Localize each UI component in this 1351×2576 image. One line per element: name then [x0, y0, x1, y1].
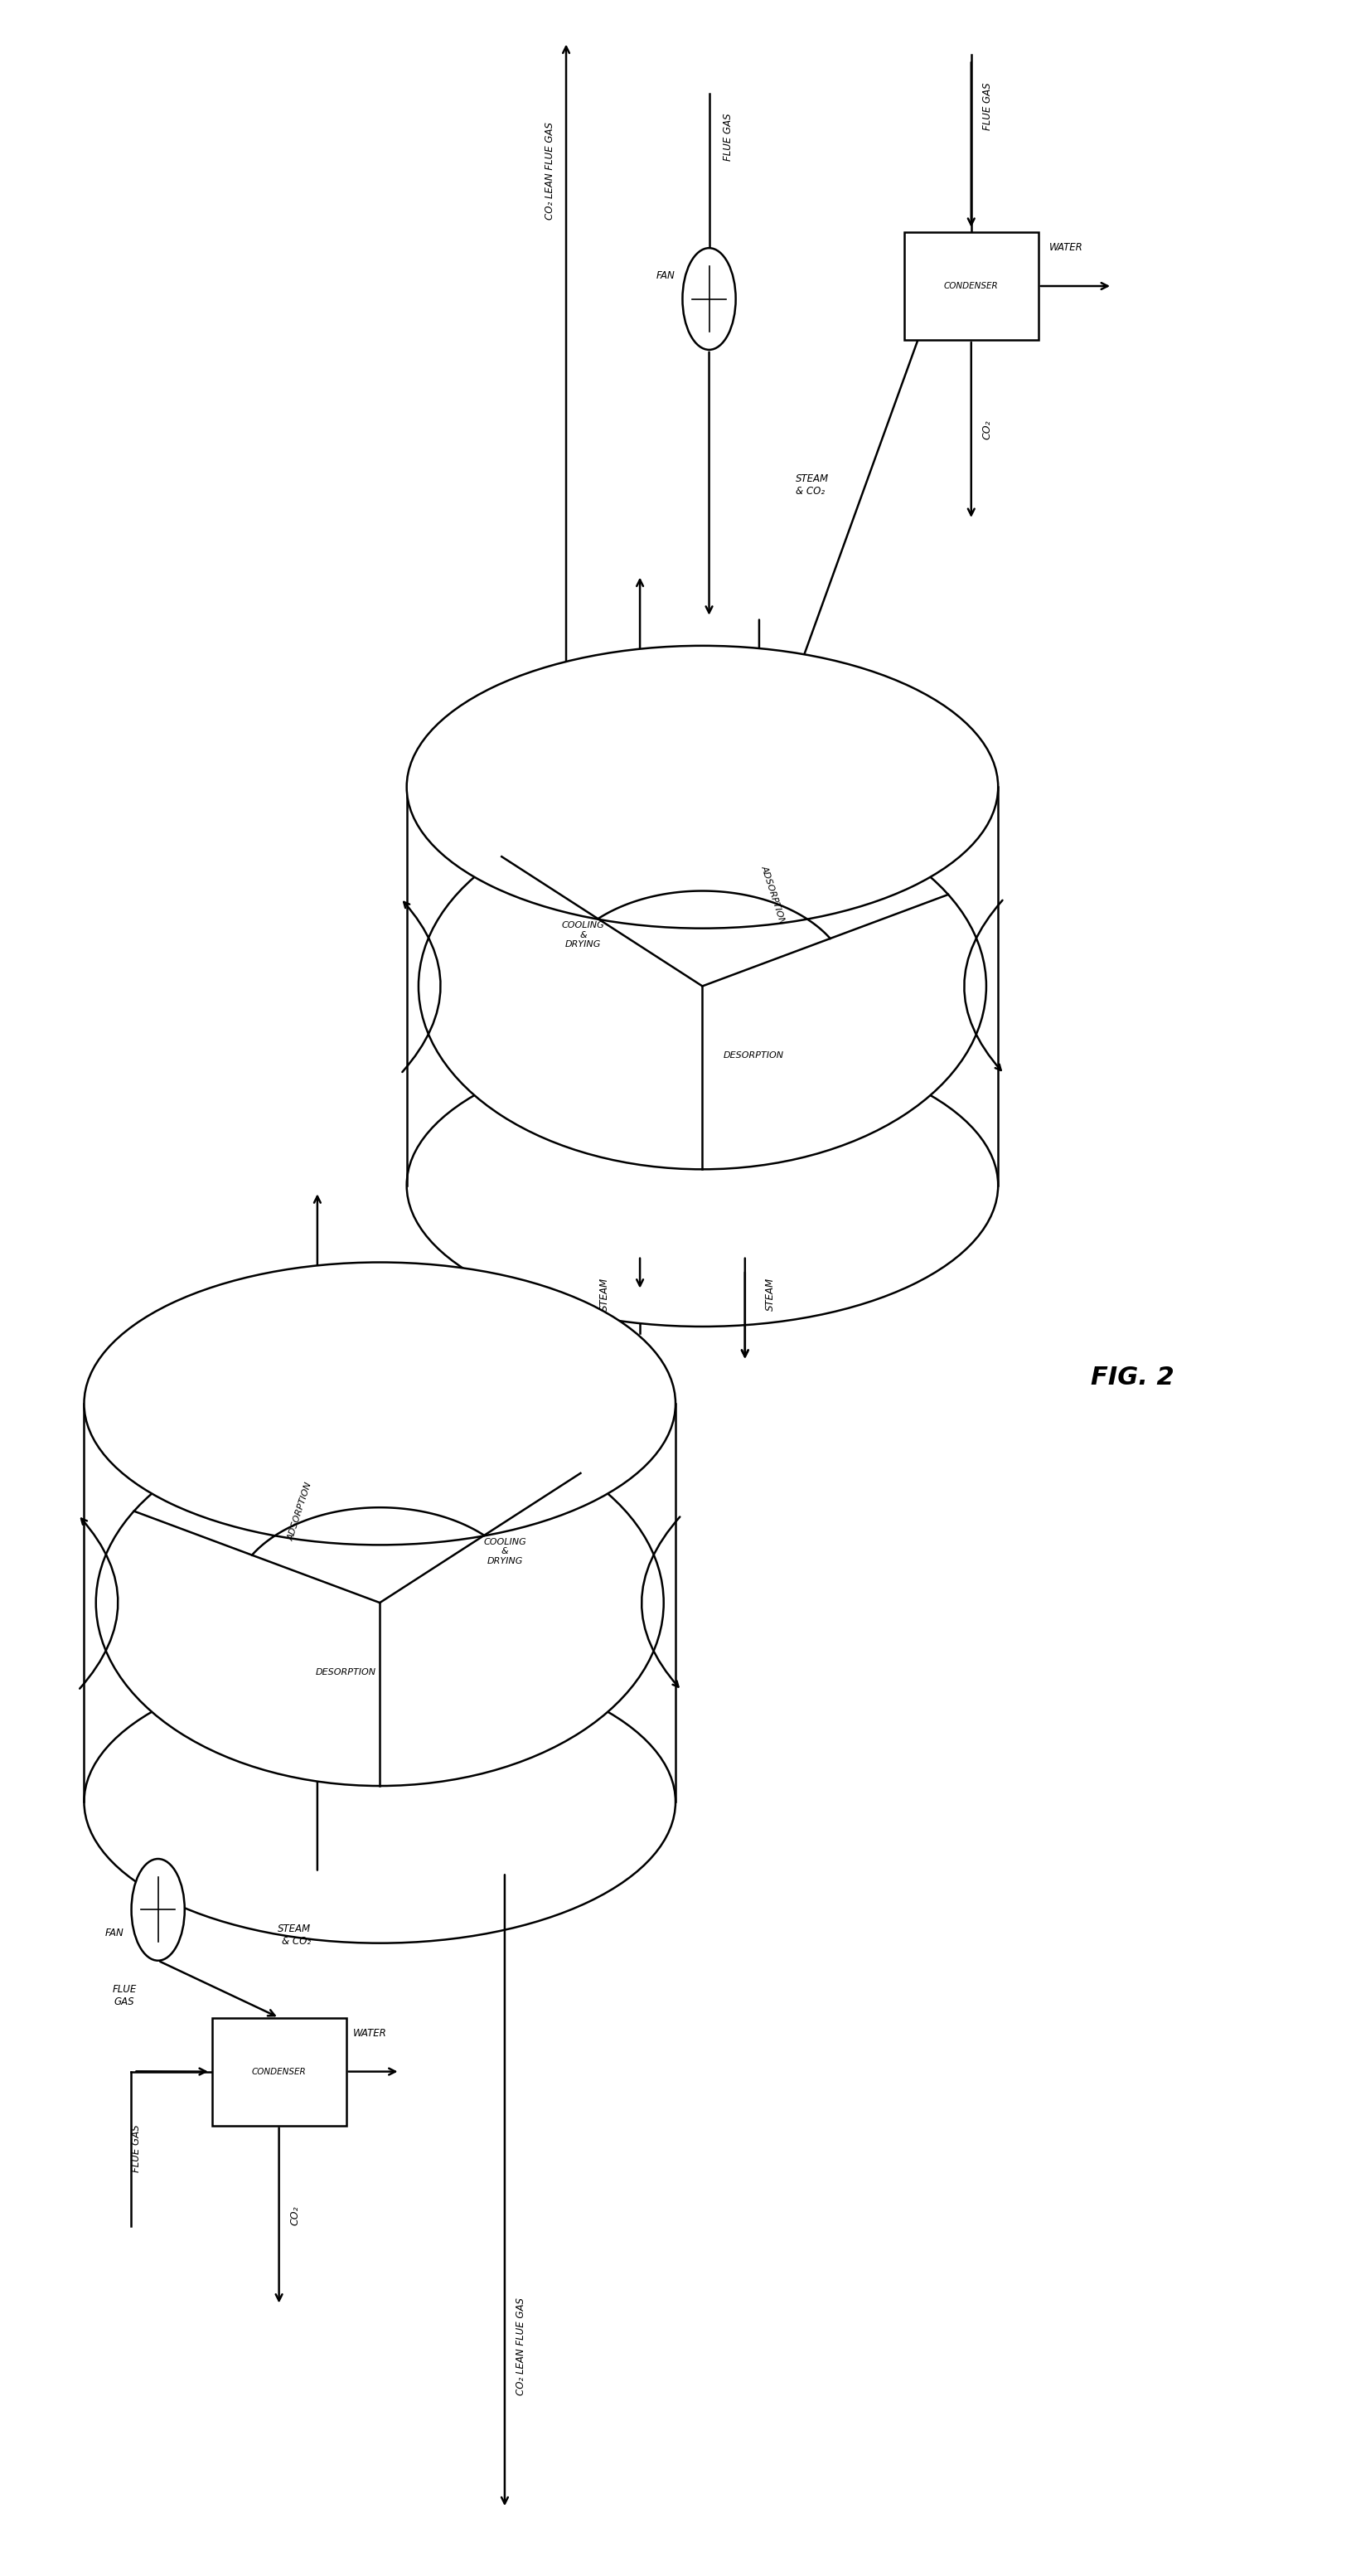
Polygon shape — [407, 788, 998, 1185]
Text: COOLING
&
DRYING: COOLING & DRYING — [562, 922, 605, 948]
Ellipse shape — [682, 247, 736, 350]
Text: STEAM: STEAM — [600, 1278, 611, 1311]
Text: WATER: WATER — [1050, 242, 1084, 252]
Text: COOLING
&
DRYING: COOLING & DRYING — [484, 1538, 526, 1566]
Text: FLUE GAS: FLUE GAS — [723, 113, 734, 160]
Text: CONDENSER: CONDENSER — [944, 281, 998, 291]
Ellipse shape — [84, 1662, 676, 1942]
Text: DESORPTION: DESORPTION — [723, 1051, 784, 1059]
Text: CO₂: CO₂ — [289, 2205, 300, 2226]
Text: FLUE
GAS: FLUE GAS — [112, 1984, 136, 2007]
Text: STEAM: STEAM — [765, 1278, 775, 1311]
Text: STEAM
& CO₂: STEAM & CO₂ — [796, 474, 828, 497]
FancyBboxPatch shape — [212, 2017, 346, 2125]
Text: CO₂ LEAN FLUE GAS: CO₂ LEAN FLUE GAS — [516, 2298, 527, 2396]
Ellipse shape — [419, 804, 986, 1170]
Text: FAN: FAN — [657, 270, 676, 281]
Text: CO₂: CO₂ — [982, 420, 993, 440]
FancyBboxPatch shape — [904, 232, 1039, 340]
Text: DESORPTION: DESORPTION — [315, 1669, 376, 1677]
Ellipse shape — [131, 1860, 185, 1960]
Text: ADSORPTION: ADSORPTION — [286, 1481, 313, 1540]
Text: CO₂ LEAN FLUE GAS: CO₂ LEAN FLUE GAS — [544, 121, 555, 219]
Ellipse shape — [407, 1043, 998, 1327]
Ellipse shape — [84, 1262, 676, 1546]
Ellipse shape — [96, 1419, 663, 1785]
Text: FLUE GAS: FLUE GAS — [131, 2125, 142, 2172]
Ellipse shape — [407, 647, 998, 927]
Text: CONDENSER: CONDENSER — [251, 2069, 307, 2076]
Text: FLUE GAS: FLUE GAS — [982, 82, 993, 131]
Text: FAN: FAN — [105, 1927, 124, 1937]
Polygon shape — [84, 1404, 676, 1801]
Text: STEAM
& CO₂: STEAM & CO₂ — [277, 1924, 311, 1947]
Text: FIG. 2: FIG. 2 — [1090, 1365, 1174, 1391]
Text: WATER: WATER — [353, 2027, 386, 2038]
Text: ADSORPTION: ADSORPTION — [761, 863, 786, 925]
